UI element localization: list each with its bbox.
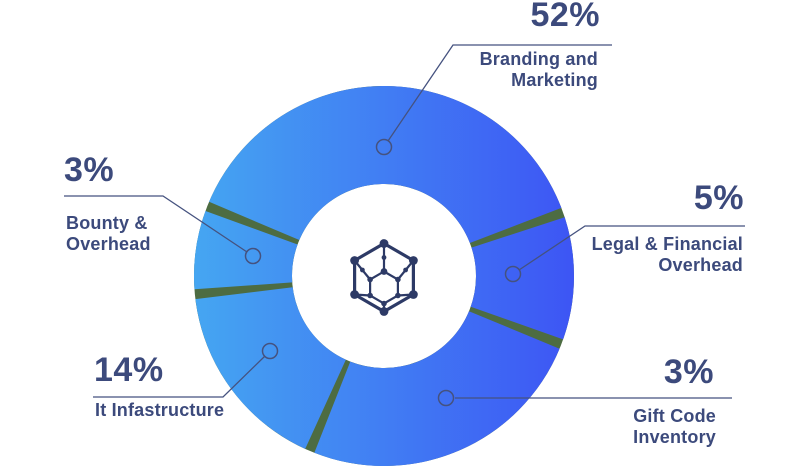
legal-percent: 5% — [693, 179, 744, 217]
blockchain-cube-network-icon — [350, 239, 418, 316]
anchor-circle-it — [261, 342, 279, 360]
legal-label: Legal & Financial Overhead — [592, 234, 743, 276]
slice-it — [195, 287, 346, 449]
gift-label-line1: Gift Code — [633, 406, 716, 426]
slice-legal — [470, 217, 574, 340]
legal-label-line2: Overhead — [658, 255, 743, 275]
callout-leaders — [64, 44, 745, 407]
anchor-circle-branding — [375, 138, 393, 156]
anchor-circle-gift — [437, 389, 455, 407]
branding-percent: 52% — [530, 0, 600, 34]
bounty-percent: 3% — [64, 151, 115, 189]
bounty-label-line1: Bounty & — [66, 213, 148, 233]
it-label-line1: It Infastructure — [95, 400, 225, 420]
anchor-circle-bounty — [244, 247, 262, 265]
branding-label: Branding and Marketing — [480, 49, 598, 91]
gift-label: Gift Code Inventory — [633, 406, 716, 448]
branding-label-line1: Branding and — [479, 49, 598, 69]
slice-gift — [314, 311, 560, 467]
leader-line-bounty — [64, 195, 248, 253]
legal-label-line1: Legal & Financial — [591, 234, 743, 254]
slice-branding — [209, 85, 562, 244]
gift-label-line2: Inventory — [633, 427, 716, 447]
anchor-circle-legal — [504, 265, 522, 283]
gift-percent: 3% — [663, 353, 714, 391]
leader-line-branding — [387, 44, 612, 142]
it-percent: 14% — [94, 351, 164, 389]
donut-slices — [193, 85, 574, 467]
branding-label-line2: Marketing — [511, 70, 598, 90]
bounty-label-line2: Overhead — [66, 234, 151, 254]
leader-line-it — [93, 355, 266, 398]
bounty-label: Bounty & Overhead — [66, 213, 151, 255]
slice-bounty — [193, 211, 298, 290]
it-label: It Infastructure — [95, 400, 224, 421]
leader-line-legal — [518, 225, 745, 271]
